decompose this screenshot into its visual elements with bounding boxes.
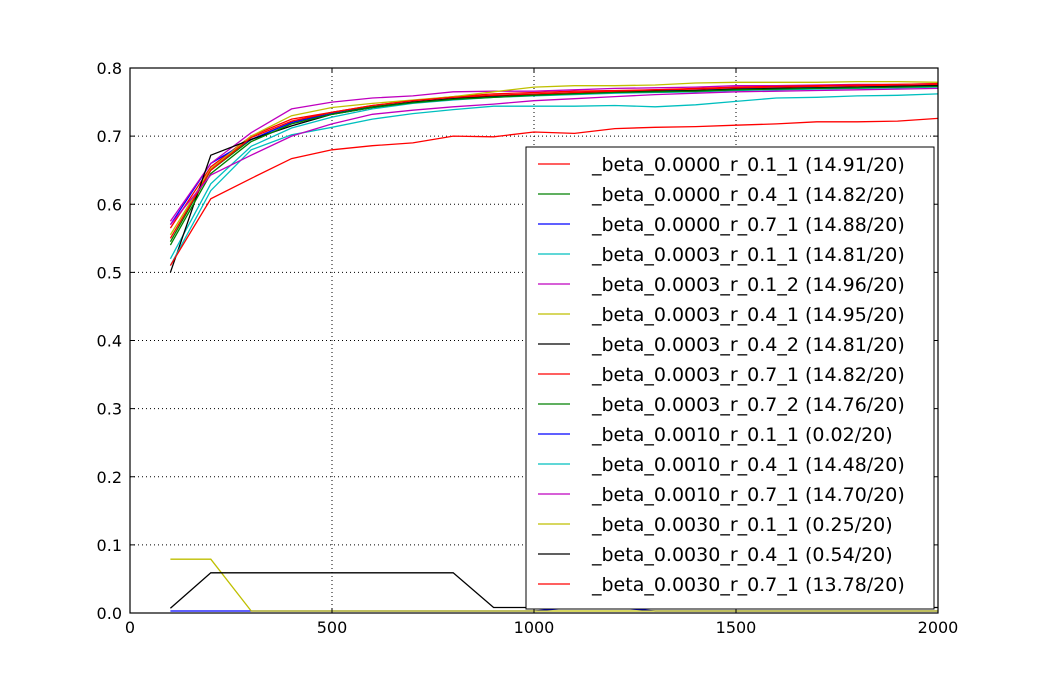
y-tick-label: 0.7 xyxy=(97,127,122,146)
legend-entry-5: _beta_0.0003_r_0.4_1 (14.95/20) xyxy=(591,304,905,326)
series-line-12 xyxy=(170,558,938,612)
legend-entry-8: _beta_0.0003_r_0.7_2 (14.76/20) xyxy=(591,394,905,416)
x-tick-label: 0 xyxy=(125,618,135,637)
legend-entry-10: _beta_0.0010_r_0.4_1 (14.48/20) xyxy=(591,454,905,476)
legend-entry-3: _beta_0.0003_r_0.1_1 (14.81/20) xyxy=(591,244,905,266)
series-line-14 xyxy=(169,117,939,266)
series-line-11 xyxy=(169,87,939,226)
axis-ticks: 0 500 1000 1500 2000 0.0 0.1 0.2 0.3 0.4 0.5 0.6 0.7… xyxy=(97,59,959,637)
legend-entry-0: _beta_0.0000_r_0.1_1 (14.91/20) xyxy=(591,154,905,176)
legend-entry-4: _beta_0.0003_r_0.1_2 (14.96/20) xyxy=(591,274,905,296)
y-tick-label: 0.8 xyxy=(97,59,122,78)
legend-entry-13: _beta_0.0030_r_0.4_1 (0.54/20) xyxy=(591,544,893,566)
legend-entry-12: _beta_0.0030_r_0.1_1 (0.25/20) xyxy=(591,514,893,536)
series-line-0 xyxy=(169,84,939,229)
y-tick-label: 0.4 xyxy=(97,332,122,351)
legend-entry-11: _beta_0.0010_r_0.7_1 (14.70/20) xyxy=(591,484,905,506)
legend-entry-6: _beta_0.0003_r_0.4_2 (14.81/20) xyxy=(591,334,905,356)
series-line-4 xyxy=(169,83,939,222)
legend-entry-2: _beta_0.0000_r_0.7_1 (14.88/20) xyxy=(591,214,905,236)
legend-entry-7: _beta_0.0003_r_0.7_1 (14.82/20) xyxy=(591,364,905,386)
x-tick-label: 1000 xyxy=(514,618,555,637)
y-tick-label: 0.0 xyxy=(97,604,122,623)
legend-box xyxy=(525,146,935,610)
y-tick-label: 0.3 xyxy=(97,400,122,419)
y-tick-label: 0.5 xyxy=(97,263,122,282)
series-line-5 xyxy=(169,80,939,236)
x-tick-label: 2000 xyxy=(918,618,959,637)
legend: _beta_0.0000_r_0.1_1 (14.91/20) _beta_0.0… xyxy=(525,146,935,610)
series-lines xyxy=(169,80,939,612)
x-tick-label: 500 xyxy=(317,618,348,637)
series-line-8 xyxy=(169,85,939,246)
series-line-7 xyxy=(169,83,939,239)
legend-entry-1: _beta_0.0000_r_0.4_1 (14.82/20) xyxy=(591,184,905,206)
y-tick-label: 0.6 xyxy=(97,195,122,214)
x-tick-label: 1500 xyxy=(716,618,757,637)
y-tick-label: 0.2 xyxy=(97,468,122,487)
legend-entry-9: _beta_0.0010_r_0.1_1 (0.02/20) xyxy=(591,424,893,446)
y-tick-label: 0.1 xyxy=(97,536,122,555)
legend-entry-14: _beta_0.0030_r_0.7_1 (13.78/20) xyxy=(591,574,905,596)
